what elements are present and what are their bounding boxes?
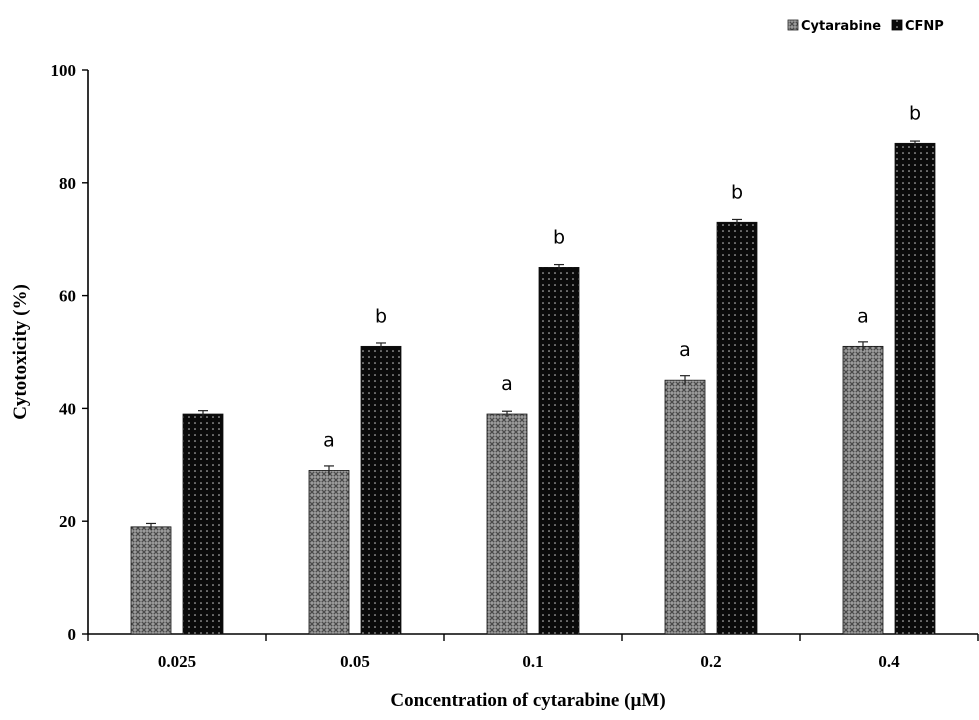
bar-cfnp [360,345,402,635]
significance-label-cytarabine: a [857,305,869,327]
y-tick-label: 20 [59,512,76,531]
bar-cytarabine [664,379,706,635]
bar-cytarabine [486,413,528,635]
y-tick-label: 100 [51,61,77,80]
significance-label-cytarabine: a [501,373,513,395]
legend-swatch-cfnp [891,19,903,31]
bar-cytarabine [308,470,350,635]
bar-cytarabine [130,526,172,635]
bar-cfnp [894,142,936,635]
y-tick-label: 80 [59,174,76,193]
x-tick-label: 0.05 [340,652,370,671]
x-axis-label: Concentration of cytarabine (µM) [390,690,665,711]
x-tick-label: 0.2 [700,652,721,671]
significance-label-cfnp: b [553,226,565,248]
significance-label-cfnp: b [375,305,387,327]
y-tick-label: 60 [59,287,76,306]
significance-label-cytarabine: a [679,339,691,361]
significance-label-cfnp: b [909,102,921,124]
y-tick-label: 40 [59,399,76,418]
x-tick-label: 0.025 [158,652,196,671]
legend: Cytarabine CFNP [787,19,944,34]
y-tick-label: 0 [68,625,77,644]
x-tick-label: 0.4 [878,652,900,671]
legend-label-cytarabine: Cytarabine [801,19,881,34]
bar-cytarabine [842,345,884,635]
legend-swatch-cytarabine [787,19,799,31]
significance-label-cfnp: b [731,181,743,203]
significance-label-cytarabine: a [323,429,335,451]
bar-cfnp [182,413,224,635]
legend-label-cfnp: CFNP [905,19,944,34]
bar-cfnp [538,266,580,635]
bar-cfnp [716,221,758,635]
x-tick-label: 0.1 [522,652,543,671]
y-axis-label: Cytotoxicity (%) [10,284,31,420]
